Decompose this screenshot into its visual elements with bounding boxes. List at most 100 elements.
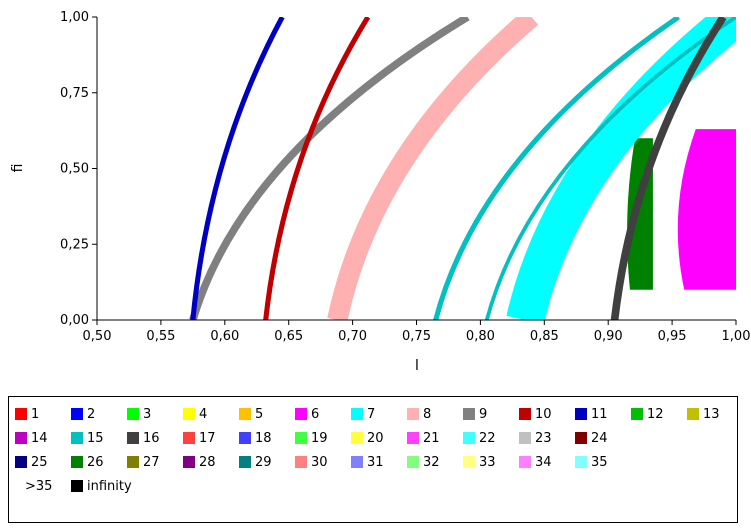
legend-label: 35 [591,454,608,470]
legend-swatch [127,408,139,420]
legend-item-21: 21 [407,431,463,446]
legend-item-1: 1 [15,407,71,422]
legend-swatch [239,456,251,468]
legend-label: 2 [87,406,96,422]
legend-swatch [71,432,83,444]
x-tick-label: 0,95 [658,329,687,344]
y-tick-label: 0,00 [60,313,89,328]
legend-label: 12 [647,406,664,422]
legend-label: 11 [591,406,608,422]
band-class-16 [610,17,727,320]
legend-label: 17 [199,430,216,446]
chart-figure: 0,50 0,55 0,60 0,65 0,70 0,75 0,80 0,85 0,90 0,95… [10,10,751,374]
legend-swatch [15,456,27,468]
legend-swatch [295,432,307,444]
legend-item-27: 27 [127,455,183,470]
legend-item-12: 12 [631,407,687,422]
legend-item-28: 28 [183,455,239,470]
legend-item-19: 19 [295,431,351,446]
legend-label: 9 [479,406,488,422]
legend-label: 4 [199,406,208,422]
x-tick-label: 0,55 [146,329,175,344]
legend-swatch [15,432,27,444]
legend-item-7: 7 [351,407,407,422]
legend-item-5: 5 [239,407,295,422]
legend-label: 5 [255,406,264,422]
legend-item-13: 13 [687,407,743,422]
legend-item-14: 14 [15,431,71,446]
plot-marks [189,17,736,320]
x-tick-label: 0,70 [338,329,367,344]
legend-swatch [351,456,363,468]
legend-label: 10 [535,406,552,422]
legend-row: 1 2 3 4 5 6 7 8 9 10 11 12 13 [15,402,737,426]
legend-item-35: 35 [575,455,631,470]
legend-swatch [71,456,83,468]
legend-swatch [295,456,307,468]
legend-item-30: 30 [295,455,351,470]
x-tick-label: 0,50 [83,329,112,344]
band-class-15 [433,17,680,320]
legend-label: 18 [255,430,272,446]
legend-item-24: 24 [575,431,631,446]
legend-label: 24 [591,430,608,446]
y-tick-label: 1,00 [60,10,89,25]
legend-label: 33 [479,454,496,470]
legend-item-20: 20 [351,431,407,446]
legend-label: 19 [311,430,328,446]
legend-item-6: 6 [295,407,351,422]
legend-item-31: 31 [351,455,407,470]
legend-label: 22 [479,430,496,446]
band-class-9 [189,17,470,320]
legend-item-18: 18 [239,431,295,446]
band-class-8 [327,17,539,320]
y-ticks: 0,00 0,25 0,50 0,75 1,00 [60,10,97,328]
legend-label: 21 [423,430,440,446]
band-class-7 [506,17,736,320]
legend-label: 32 [423,454,440,470]
legend-label: 20 [367,430,384,446]
legend-item-23: 23 [519,431,575,446]
band-class-15 [484,17,736,320]
legend-item-8: 8 [407,407,463,422]
x-tick-label: 0,80 [466,329,495,344]
legend-label: 14 [31,430,48,446]
legend-label: 31 [367,454,384,470]
legend-label: 8 [423,406,432,422]
legend-item-26: 26 [71,455,127,470]
legend-label: 15 [87,430,104,446]
legend-item-16: 16 [127,431,183,446]
legend-swatch [463,432,475,444]
legend-item-2: 2 [71,407,127,422]
legend: 1 2 3 4 5 6 7 8 9 10 11 12 13 14 15 16 1… [8,396,738,523]
y-axis-title: fi [10,164,26,173]
legend-swatch [575,432,587,444]
legend-swatch [519,432,531,444]
y-tick-label: 0,50 [60,162,89,177]
legend-swatch [71,480,83,492]
x-tick-label: 0,75 [402,329,431,344]
legend-label: 28 [199,454,216,470]
x-tick-label: 0,60 [210,329,239,344]
x-tick-label: 0,65 [274,329,303,344]
y-tick-label: 0,75 [60,86,89,101]
legend-swatch [351,408,363,420]
legend-item-15: 15 [71,431,127,446]
legend-label: infinity [87,478,132,494]
legend-label: 25 [31,454,48,470]
legend-swatch [519,456,531,468]
legend-label: 13 [703,406,720,422]
legend-swatch [407,408,419,420]
legend-item-3: 3 [127,407,183,422]
legend-label: 1 [31,406,40,422]
legend-row: 14 15 16 17 18 19 20 21 22 23 24 [15,426,737,450]
region-class-6 [677,129,736,290]
legend-item-25: 25 [15,455,71,470]
legend-item-29: 29 [239,455,295,470]
x-tick-label: 1,00 [722,329,751,344]
legend-item-34: 34 [519,455,575,470]
legend-label-gt35: >35 [25,478,53,494]
y-tick-label: 0,25 [60,237,89,252]
x-axis-title: l [415,358,419,374]
legend-row: >35 infinity [15,474,737,498]
